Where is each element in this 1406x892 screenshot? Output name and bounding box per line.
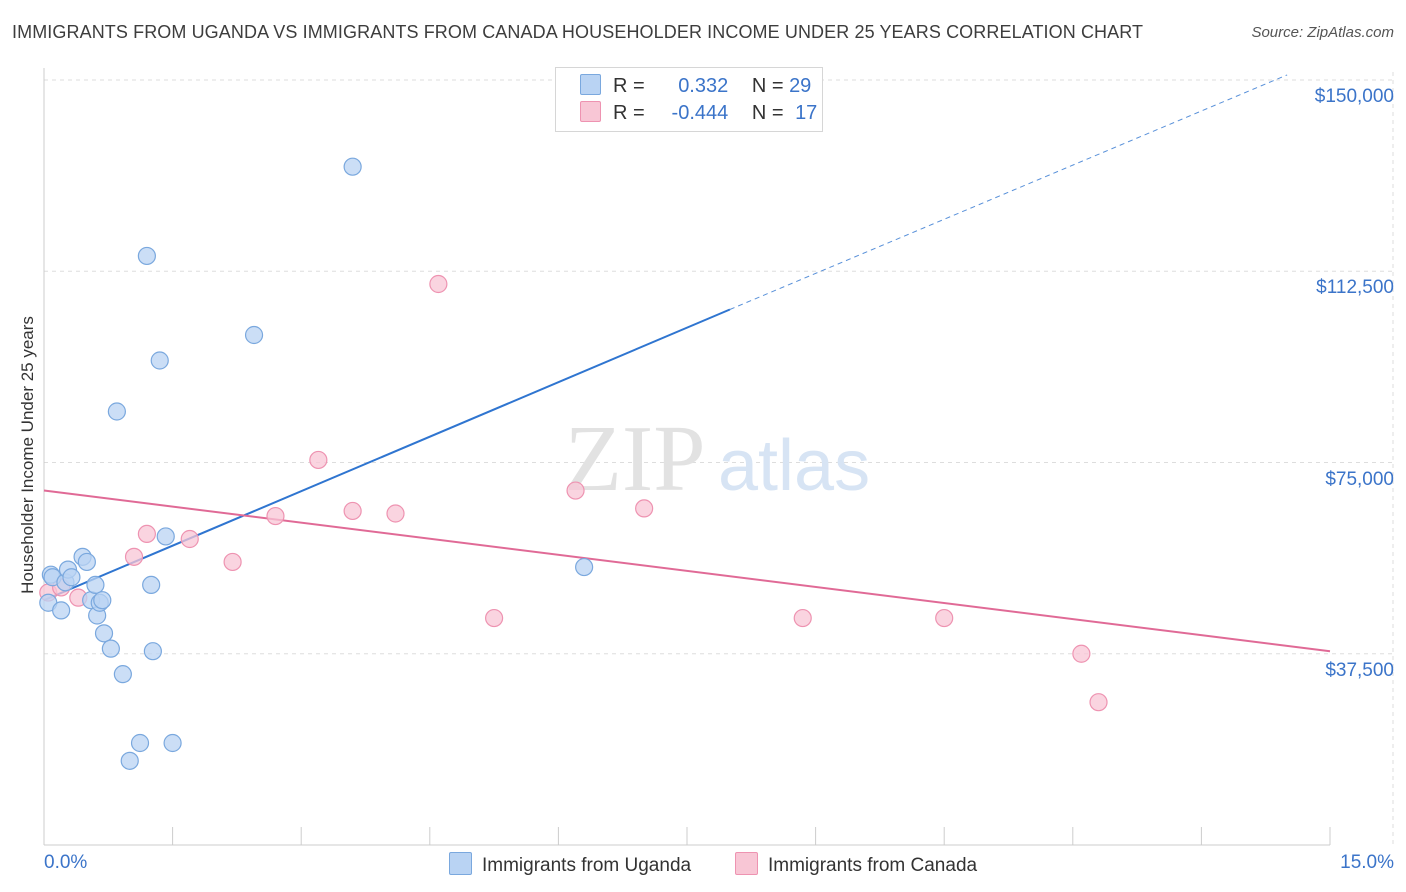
uganda-point: [94, 624, 114, 643]
uganda-point: [142, 575, 161, 595]
uganda-point: [343, 157, 362, 176]
uganda-trend-extension: [729, 74, 1288, 310]
uganda-point: [52, 601, 71, 620]
canada-point: [485, 608, 504, 628]
legend-uganda-swatch: [449, 852, 472, 875]
canada-point: [935, 608, 954, 628]
canada-point: [429, 274, 448, 294]
uganda-trend-line: [43, 308, 731, 602]
legend-item-canada: Immigrants from Canada: [735, 852, 977, 877]
uganda-point: [143, 642, 162, 661]
canada-point: [635, 499, 654, 518]
y-tick-label: $75,000: [1325, 468, 1394, 490]
uganda-point: [101, 639, 120, 658]
canada-trend-line: [43, 489, 1331, 653]
stats-row-canada: R = -0.444 N = 17: [580, 101, 817, 127]
uganda-point: [86, 575, 105, 595]
canada-point: [124, 547, 144, 566]
legend-canada-swatch: [735, 852, 758, 875]
uganda-point: [137, 246, 156, 266]
canada-point: [1089, 693, 1108, 712]
stats-r-label-canada: R =: [613, 102, 645, 124]
y-axis-label: Householder Income Under 25 years: [18, 316, 37, 594]
chart-title: IMMIGRANTS FROM UGANDA VS IMMIGRANTS FRO…: [12, 22, 1144, 42]
canada-point: [180, 529, 199, 549]
watermark-zip: ZIP: [565, 407, 706, 511]
canada-point: [266, 506, 285, 526]
x-tick-max: 15.0%: [1340, 852, 1394, 873]
uganda-point: [93, 591, 112, 610]
watermark: ZIP atlas: [565, 407, 871, 511]
uganda-point: [156, 527, 175, 546]
legend-item-uganda: Immigrants from Uganda: [449, 852, 691, 877]
y-tick-label: $150,000: [1314, 86, 1394, 107]
canada-point: [793, 608, 812, 628]
canada-point: [386, 504, 405, 523]
correlation-stats-box: R = 0.332 N = 29 R = -0.444 N = 17: [555, 67, 823, 132]
stats-n-value-canada: 17: [795, 102, 818, 124]
axes: [43, 68, 1331, 846]
canada-point: [343, 501, 362, 521]
x-tick-min: 0.0%: [44, 852, 88, 873]
canada-point: [1072, 644, 1091, 663]
uganda-point: [163, 733, 182, 753]
uganda-point: [150, 351, 169, 370]
uganda-point: [120, 751, 139, 770]
uganda-point: [130, 733, 150, 753]
uganda-point: [575, 557, 594, 577]
uganda-swatch: [580, 74, 601, 95]
watermark-atlas: atlas: [718, 426, 870, 506]
stats-r-value-uganda: 0.332: [678, 75, 729, 97]
data-points: [39, 157, 1108, 770]
uganda-point: [107, 402, 126, 421]
y-tick-label: $112,500: [1316, 277, 1394, 299]
uganda-point: [244, 325, 264, 345]
canada-point: [137, 524, 156, 544]
trend-lines: [43, 74, 1331, 653]
stats-n-label-canada: N =: [751, 102, 784, 124]
stats-r-label-uganda: R =: [613, 75, 645, 97]
y-tick-label: $37,500: [1325, 659, 1394, 681]
uganda-point: [77, 552, 96, 572]
stats-n-value-uganda: 29: [789, 75, 812, 97]
uganda-point: [62, 568, 81, 587]
canada-point: [223, 552, 242, 572]
canada-swatch: [580, 101, 601, 122]
stats-r-value-canada: -0.444: [671, 102, 729, 124]
stats-row-uganda: R = 0.332 N = 29: [580, 74, 811, 100]
legend-canada-label: Immigrants from Canada: [768, 855, 978, 876]
chart-source: Source: ZipAtlas.com: [1251, 24, 1394, 41]
stats-n-label-uganda: N =: [751, 75, 784, 97]
legend-uganda-label: Immigrants from Uganda: [482, 855, 692, 876]
uganda-point: [113, 665, 132, 684]
canada-point: [309, 450, 328, 470]
canada-point: [566, 481, 585, 500]
